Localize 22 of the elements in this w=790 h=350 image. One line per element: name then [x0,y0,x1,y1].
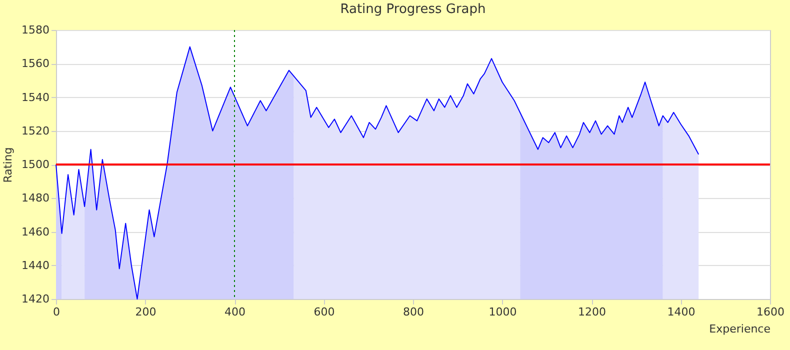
y-axis-title: Rating [2,147,15,183]
y-tick-label: 1580 [22,24,50,36]
x-tick-label: 800 [403,306,424,318]
x-tick-label: 1600 [756,306,784,318]
x-tick-label: 600 [314,306,335,318]
x-tick-label: 200 [135,306,156,318]
x-tick-label: 400 [224,306,246,318]
y-tick-label: 1560 [22,57,50,70]
x-tick-label: 1200 [578,306,606,318]
y-tick-label: 1520 [22,124,50,138]
chart-title: Rating Progress Graph [340,2,486,17]
y-tick-label: 1420 [22,292,50,306]
y-tick-label: 1440 [22,258,50,272]
x-tick-label: 1000 [488,306,517,318]
y-tick-label: 1500 [22,158,50,171]
y-tick-label: 1540 [22,90,50,104]
x-axis-title: Experience [709,322,771,336]
line-series [56,46,700,300]
x-tick-label: 0 [53,306,60,318]
y-tick-label: 1460 [22,225,50,238]
y-tick-label: 1480 [22,192,50,205]
x-tick-label: 1400 [667,306,696,318]
